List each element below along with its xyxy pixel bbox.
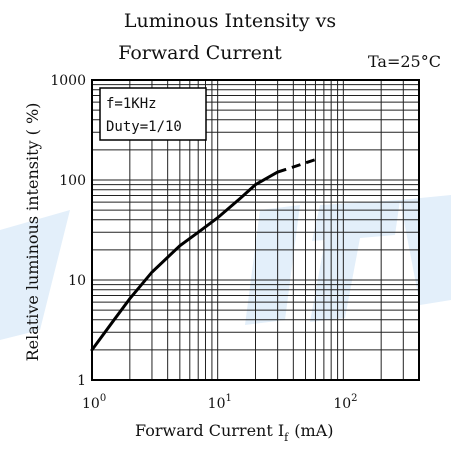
x-tick-labels: 100 101 102 <box>82 393 358 412</box>
y-tick-labels: 1 10 100 1000 <box>50 73 86 389</box>
legend-line-duty: Duty=1/10 <box>106 119 182 135</box>
x-tick-label: 102 <box>333 393 357 412</box>
x-tick-base: 10 <box>208 396 226 412</box>
x-tick-exponent: 1 <box>225 393 231 404</box>
legend-box: f=1KHz Duty=1/10 <box>99 87 207 141</box>
x-axis-label-main: Forward Current I <box>135 421 284 440</box>
watermark <box>0 195 451 340</box>
curve-dashed-segment <box>277 158 316 174</box>
data-curves <box>90 158 316 352</box>
chart-title-line-2: Forward Current <box>118 42 282 64</box>
x-tick-label: 100 <box>82 393 106 412</box>
legend-box-frame <box>99 87 207 141</box>
chart-condition: Ta=25°C <box>368 52 441 71</box>
x-axis-label-unit: (mA) <box>294 421 333 440</box>
x-tick-base: 10 <box>333 396 351 412</box>
y-axis-label: Relative luminous intensity ( %) <box>23 103 42 362</box>
plot-frame <box>91 79 420 381</box>
x-tick-base: 10 <box>82 396 100 412</box>
x-tick-label: 101 <box>208 393 232 412</box>
y-tick-label: 10 <box>68 273 86 289</box>
y-tick-label: 1000 <box>50 73 86 89</box>
x-axis-label-subscript: f <box>284 431 289 444</box>
curve-solid-segment <box>90 170 280 352</box>
y-tick-label: 100 <box>59 173 86 189</box>
x-tick-exponent: 2 <box>351 393 357 404</box>
legend-line-frequency: f=1KHz <box>106 96 157 112</box>
y-tick-label: 1 <box>77 373 86 389</box>
x-axis-label: Forward Current If (mA) <box>135 421 333 444</box>
x-tick-exponent: 0 <box>100 393 106 404</box>
chart-title-line-1: Luminous Intensity vs <box>124 10 336 32</box>
